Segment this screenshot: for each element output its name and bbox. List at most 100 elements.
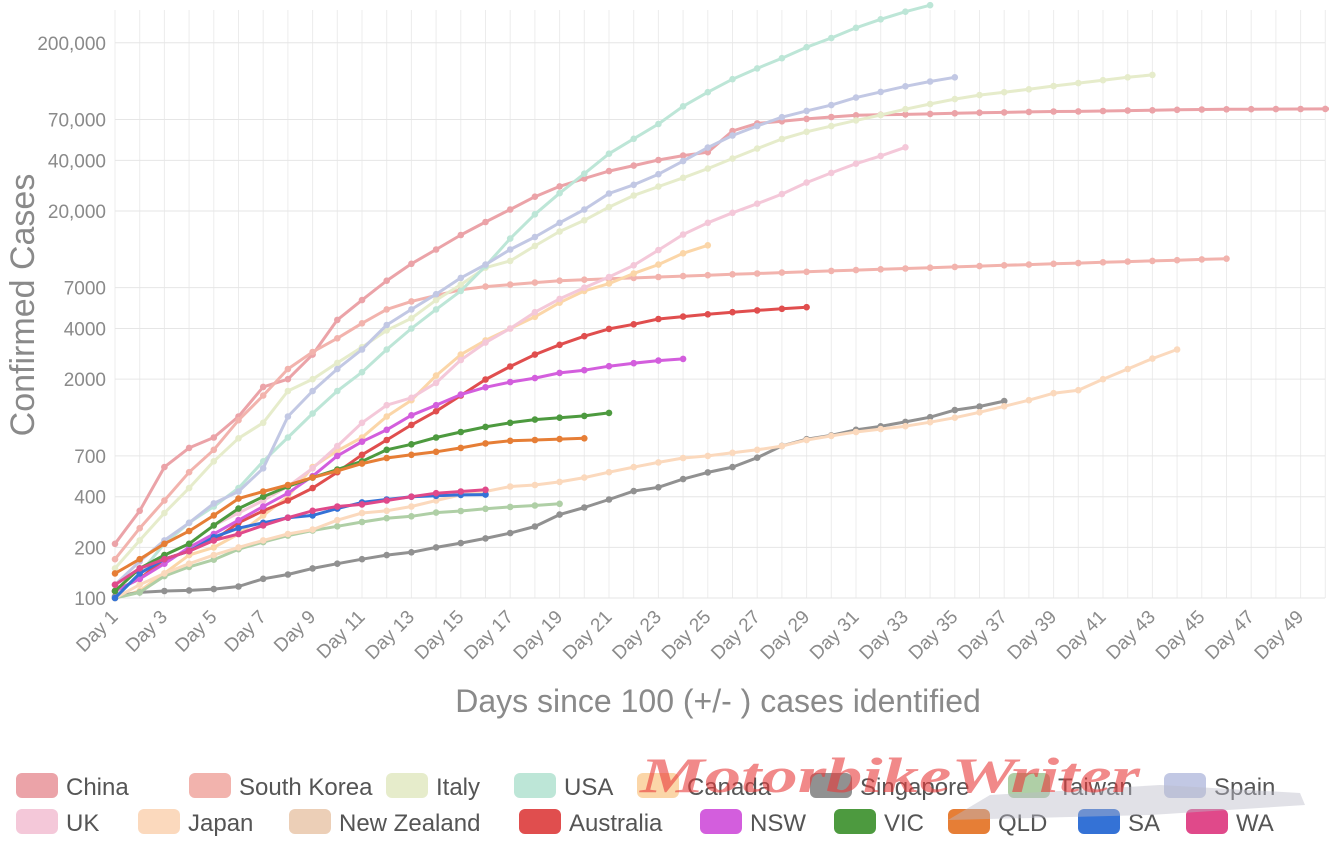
- data-point: [111, 555, 119, 563]
- data-point: [679, 475, 687, 483]
- data-point: [556, 277, 563, 285]
- data-point: [902, 144, 909, 151]
- data-point: [383, 426, 391, 434]
- data-point: [259, 503, 267, 510]
- data-point: [778, 135, 786, 143]
- data-point: [334, 516, 341, 524]
- data-point: [482, 261, 489, 268]
- data-point: [358, 501, 366, 508]
- data-point: [408, 260, 415, 268]
- legend: China South Korea Italy USA Canada Singapore T…: [16, 773, 1275, 837]
- data-point: [556, 219, 563, 227]
- data-point: [729, 271, 736, 278]
- data-point: [506, 529, 514, 537]
- legend-swatch: [289, 809, 331, 834]
- x-tick-label: Day 19: [510, 607, 567, 664]
- x-tick-label: Day 25: [658, 607, 715, 664]
- data-point: [828, 113, 835, 121]
- data-point: [408, 513, 415, 520]
- data-point: [482, 218, 489, 226]
- data-point: [334, 560, 341, 567]
- data-point: [1000, 397, 1008, 405]
- data-point: [581, 435, 588, 442]
- data-point: [976, 91, 983, 99]
- legend-label: Singapore: [860, 774, 969, 801]
- data-point: [655, 315, 662, 323]
- series-line: [114, 348, 1178, 600]
- data-point: [432, 434, 440, 441]
- data-point: [259, 522, 267, 529]
- data-point: [309, 348, 316, 356]
- data-point: [655, 156, 662, 164]
- data-point: [531, 374, 539, 382]
- data-point: [284, 514, 292, 521]
- data-point: [951, 74, 959, 81]
- data-point: [185, 444, 193, 452]
- data-point: [457, 356, 465, 364]
- legend-label: South Korea: [239, 774, 373, 801]
- data-point: [1223, 255, 1230, 262]
- data-point: [704, 271, 712, 279]
- data-point: [408, 503, 415, 510]
- data-point: [902, 422, 909, 430]
- data-point: [432, 544, 440, 551]
- data-point: [506, 419, 514, 427]
- data-point: [679, 103, 687, 110]
- watermark-text: MotorbikeWriter: [639, 747, 1141, 803]
- x-tick-label: Day 15: [411, 607, 468, 664]
- data-point: [235, 516, 242, 524]
- data-point: [531, 436, 539, 444]
- data-point: [432, 306, 440, 313]
- series-italy: [111, 71, 1156, 572]
- data-point: [482, 384, 489, 391]
- data-point: [136, 537, 143, 544]
- data-point: [679, 157, 687, 165]
- data-point: [902, 111, 909, 118]
- legend-swatch: [810, 773, 852, 798]
- data-point: [556, 183, 563, 190]
- data-point: [556, 478, 563, 486]
- legend-item-uk: UK: [16, 809, 99, 837]
- data-point: [630, 262, 637, 269]
- data-point: [309, 507, 316, 515]
- x-tick-label: Day 31: [806, 607, 863, 664]
- data-point: [605, 273, 613, 281]
- legend-swatch: [514, 773, 556, 798]
- data-point: [877, 111, 884, 119]
- data-point: [1000, 262, 1008, 269]
- legend-label: NSW: [750, 810, 806, 837]
- data-point: [828, 101, 835, 109]
- data-point: [334, 503, 341, 510]
- legend-swatch: [948, 809, 990, 834]
- data-point: [482, 486, 489, 494]
- data-point: [1173, 106, 1181, 114]
- data-point: [506, 363, 514, 370]
- data-point: [803, 268, 810, 276]
- data-point: [358, 460, 366, 467]
- legend-label: China: [66, 774, 129, 801]
- data-point: [556, 414, 563, 422]
- data-point: [185, 560, 193, 567]
- data-point: [753, 200, 761, 207]
- data-point: [1173, 346, 1181, 353]
- data-point: [1247, 105, 1255, 113]
- data-point: [655, 273, 662, 281]
- data-point: [457, 488, 465, 495]
- data-point: [506, 257, 514, 265]
- data-point: [1025, 261, 1033, 268]
- data-point: [334, 359, 341, 367]
- data-point: [605, 468, 613, 476]
- data-point: [605, 190, 613, 197]
- data-point: [309, 565, 316, 572]
- data-point: [630, 192, 637, 199]
- data-point: [383, 454, 391, 462]
- data-point: [704, 144, 712, 151]
- legend-item-vic: VIC: [834, 809, 924, 837]
- data-point: [556, 189, 563, 197]
- data-point: [753, 65, 761, 72]
- data-point: [111, 540, 119, 548]
- legend-label: SA: [1128, 810, 1160, 837]
- legend-item-usa: USA: [514, 773, 613, 801]
- data-point: [1025, 396, 1033, 404]
- x-tick-label: Day 45: [1152, 607, 1209, 664]
